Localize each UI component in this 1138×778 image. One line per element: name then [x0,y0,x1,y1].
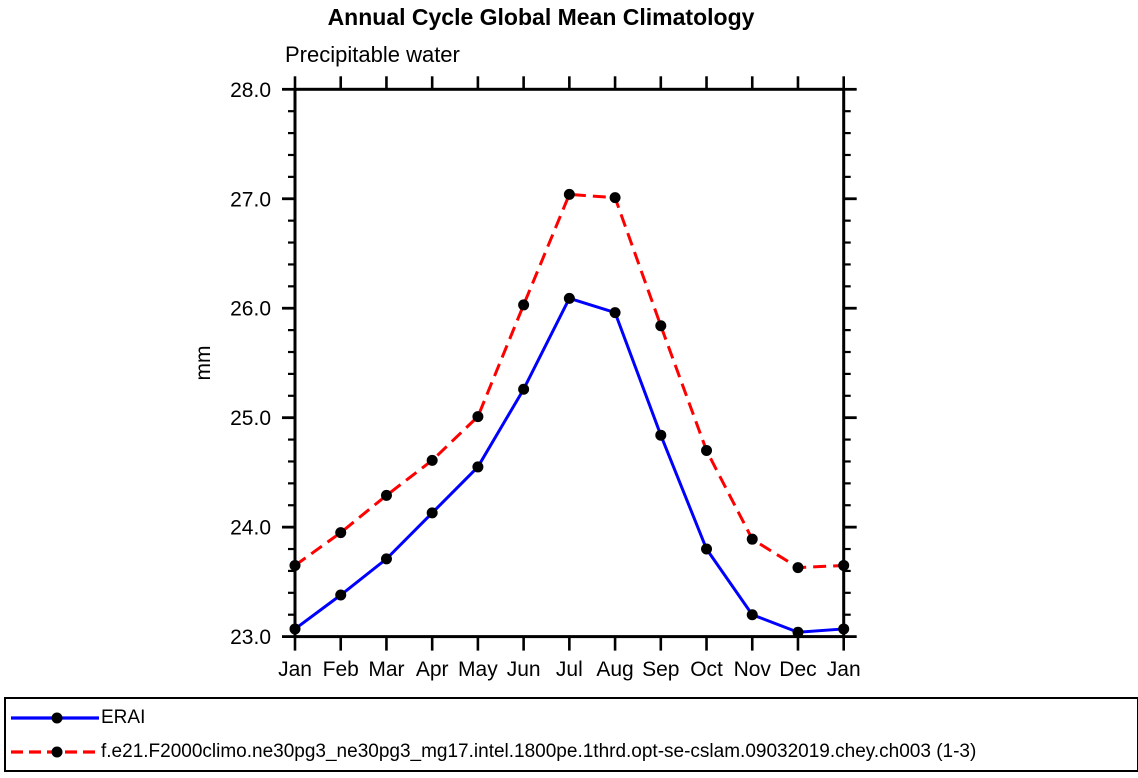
x-tick-label: Feb [323,658,359,681]
data-point [609,307,621,319]
x-tick-label: Sep [642,658,679,681]
data-point [563,292,575,304]
legend-item-model: f.e21.F2000climo.ne30pg3_ne30pg3_mg17.in… [11,735,1137,769]
y-tick-label: 24.0 [230,517,271,540]
data-point [563,188,575,200]
data-point [609,192,621,204]
y-tick-label: 26.0 [230,298,271,321]
data-point [380,489,392,501]
x-tick-label: May [458,658,498,681]
x-tick-label: Mar [368,658,404,681]
data-point [701,445,713,457]
x-tick-label: Apr [416,658,449,681]
x-tick-label: Dec [779,658,816,681]
legend-marker [51,712,63,723]
legend-label-erai: ERAI [101,706,146,728]
x-tick-label: Nov [734,658,772,681]
model-line [294,192,844,570]
data-point [380,553,392,565]
chart-title: Annual Cycle Global Mean Climatology [327,4,755,30]
y-tick-label: 25.0 [230,407,271,430]
data-point [426,454,438,466]
legend-label-model: f.e21.F2000climo.ne30pg3_ne30pg3_mg17.in… [101,740,977,762]
data-point [472,411,484,423]
plot-area: Jan Feb Mar Apr May Jun Jul Aug Sep Oct Nov Dec Jan 2… [230,76,861,681]
data-point [746,533,758,545]
y-tick-label: 23.0 [230,626,271,649]
data-point [472,461,484,473]
data-point [426,507,438,519]
data-point [335,527,347,539]
model-line-sample [11,746,99,757]
legend-marker [51,746,63,757]
data-point [838,559,850,571]
x-tick-label: Jan [278,658,312,681]
x-tick-label: Jun [507,658,541,681]
legend-box: ERAI f.e21.F2000climo.ne30pg3_ne30pg3_mg… [4,697,1138,772]
legend-item-erai: ERAI [11,701,1137,735]
data-point [289,559,301,571]
x-tick-label: Jul [556,658,583,681]
data-point [655,320,667,332]
data-point [518,299,530,311]
y-tick-label: 28.0 [230,79,271,102]
data-point [792,626,804,638]
data-point [335,589,347,601]
data-point [746,609,758,621]
x-tick-label: Oct [690,658,723,681]
erai-line [294,296,844,634]
y-tick-label: 27.0 [230,188,271,211]
data-point [792,562,804,574]
data-point [289,623,301,635]
chart-subtitle: Precipitable water [285,42,460,67]
data-point [655,429,667,441]
data-point [518,383,530,395]
plot-frame [293,87,846,639]
x-tick-label: Jan [827,658,861,681]
erai-line-sample [11,712,99,723]
x-tick-label: Aug [596,658,633,681]
data-point [701,543,713,555]
data-point [838,623,850,635]
